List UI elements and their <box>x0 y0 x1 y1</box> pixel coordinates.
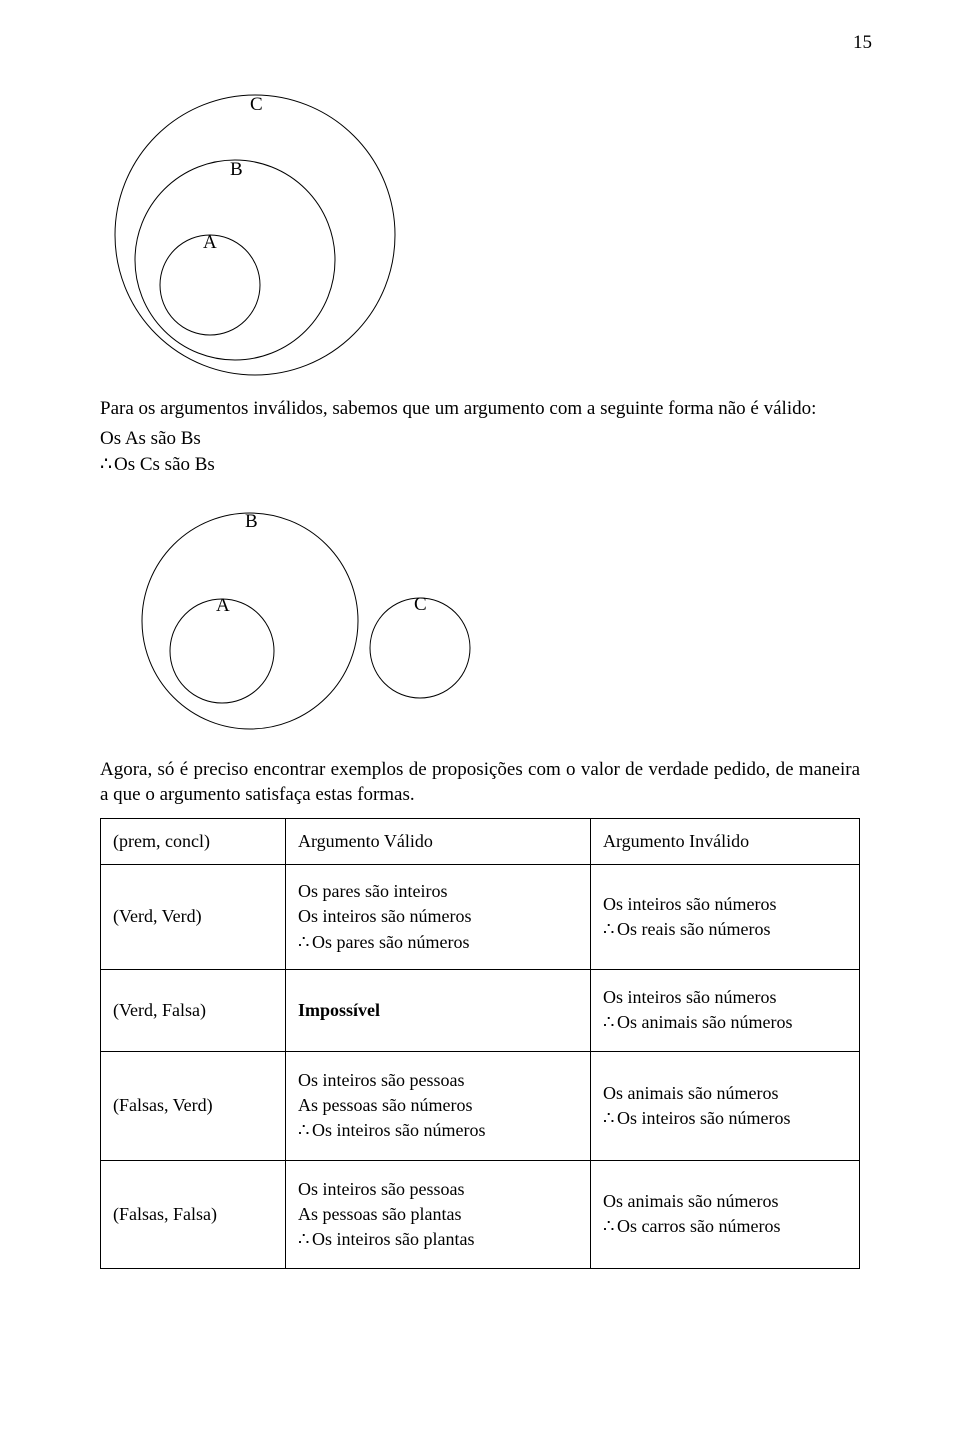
argument-form: Os As são Bs ∴Os Cs são Bs <box>100 426 860 479</box>
arg-line: ∴Os inteiros são números <box>603 1106 847 1131</box>
arg-conclusion-text: Os Cs são Bs <box>114 454 215 475</box>
arg-line: Os inteiros são números <box>603 985 847 1010</box>
page: 15 C B A Para os argumentos inválidos, s… <box>0 0 960 1446</box>
table-row: (Verd, Verd) Os pares são inteiros Os in… <box>101 865 860 970</box>
label-c: C <box>250 94 263 115</box>
arg-conclusion-text: Os inteiros são números <box>312 1120 485 1140</box>
venn-diagram-separate: B A C <box>120 493 500 743</box>
argument-table: (prem, concl) Argumento Válido Argumento… <box>100 818 860 1269</box>
label-c2: C <box>414 594 427 615</box>
arg-conclusion-text: Os reais são números <box>617 919 770 939</box>
therefore-symbol: ∴ <box>603 1010 617 1035</box>
therefore-symbol: ∴ <box>100 452 114 479</box>
table-header-row: (prem, concl) Argumento Válido Argumento… <box>101 819 860 865</box>
cell-valid: Os inteiros são pessoas As pessoas são p… <box>286 1160 591 1269</box>
arg-line: As pessoas são plantas <box>298 1202 578 1227</box>
arg-line: Os inteiros são pessoas <box>298 1177 578 1202</box>
cell-invalid: Os inteiros são números ∴Os reais são nú… <box>591 865 860 970</box>
arg-premise: Os As são Bs <box>100 426 860 453</box>
arg-conclusion-text: Os inteiros são números <box>617 1108 790 1128</box>
header-prem-concl: (prem, concl) <box>101 819 286 865</box>
table-row: (Falsas, Verd) Os inteiros são pessoas A… <box>101 1052 860 1161</box>
table-row: (Verd, Falsa) Impossível Os inteiros são… <box>101 969 860 1051</box>
therefore-symbol: ∴ <box>298 1227 312 1252</box>
arg-line: Os inteiros são números <box>298 904 578 929</box>
arg-line: As pessoas são números <box>298 1093 578 1118</box>
arg-line: Os inteiros são pessoas <box>298 1068 578 1093</box>
header-valid: Argumento Válido <box>286 819 591 865</box>
arg-line: ∴Os pares são números <box>298 930 578 955</box>
arg-conclusion-text: Os inteiros são plantas <box>312 1229 474 1249</box>
arg-line: ∴Os animais são números <box>603 1010 847 1035</box>
therefore-symbol: ∴ <box>603 1214 617 1239</box>
label-b2: B <box>245 511 258 532</box>
paragraph-examples: Agora, só é preciso encontrar exemplos d… <box>100 757 860 808</box>
cell-invalid: Os animais são números ∴Os inteiros são … <box>591 1052 860 1161</box>
arg-conclusion-text: Os pares são números <box>312 932 469 952</box>
arg-line: ∴Os inteiros são plantas <box>298 1227 578 1252</box>
arg-conclusion-text: Os animais são números <box>617 1012 792 1032</box>
cell-invalid: Os inteiros são números ∴Os animais são … <box>591 969 860 1051</box>
venn-diagram-nested: C B A <box>90 70 410 380</box>
cell-valid: Os inteiros são pessoas As pessoas são n… <box>286 1052 591 1161</box>
arg-line: ∴Os reais são números <box>603 917 847 942</box>
label-a2: A <box>216 595 230 616</box>
therefore-symbol: ∴ <box>603 917 617 942</box>
page-number: 15 <box>853 32 872 54</box>
arg-line: Os inteiros são números <box>603 892 847 917</box>
cell-label: (Falsas, Falsa) <box>101 1160 286 1269</box>
therefore-symbol: ∴ <box>298 1118 312 1143</box>
arg-conclusion: ∴Os Cs são Bs <box>100 452 860 479</box>
cell-valid: Os pares são inteiros Os inteiros são nú… <box>286 865 591 970</box>
label-b: B <box>230 159 243 180</box>
therefore-symbol: ∴ <box>298 930 312 955</box>
header-invalid: Argumento Inválido <box>591 819 860 865</box>
arg-line: Os animais são números <box>603 1189 847 1214</box>
cell-label: (Falsas, Verd) <box>101 1052 286 1161</box>
cell-label: (Verd, Falsa) <box>101 969 286 1051</box>
label-a: A <box>203 232 217 253</box>
cell-label: (Verd, Verd) <box>101 865 286 970</box>
table-row: (Falsas, Falsa) Os inteiros são pessoas … <box>101 1160 860 1269</box>
arg-line: Os animais são números <box>603 1081 847 1106</box>
cell-invalid: Os animais são números ∴Os carros são nú… <box>591 1160 860 1269</box>
arg-line: ∴Os inteiros são números <box>298 1118 578 1143</box>
arg-line: Os pares são inteiros <box>298 879 578 904</box>
cell-valid-impossible: Impossível <box>286 969 591 1051</box>
arg-conclusion-text: Os carros são números <box>617 1216 780 1236</box>
arg-line: ∴Os carros são números <box>603 1214 847 1239</box>
paragraph-invalid-intro: Para os argumentos inválidos, sabemos qu… <box>100 396 860 422</box>
therefore-symbol: ∴ <box>603 1106 617 1131</box>
